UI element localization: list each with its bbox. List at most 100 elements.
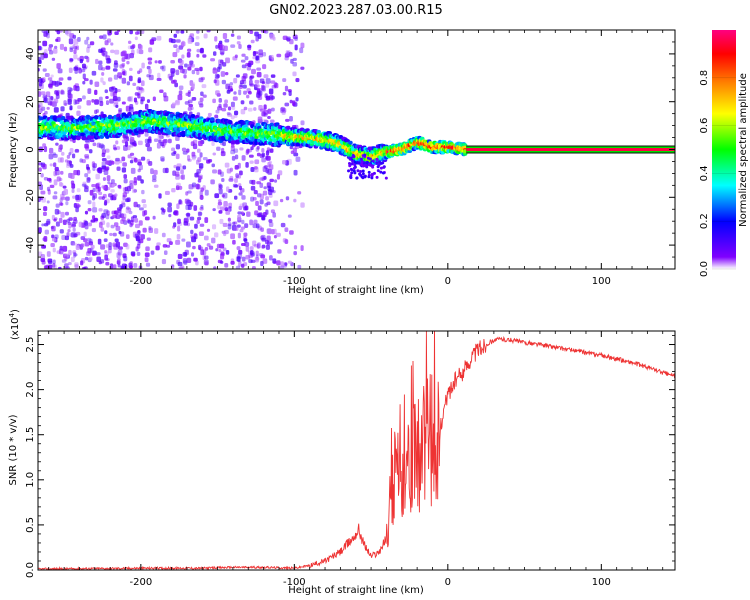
- heatmap-cell: [191, 236, 197, 243]
- heatmap-cell: [176, 234, 181, 240]
- heatmap-cell: [198, 244, 202, 250]
- heatmap-cell: [237, 232, 241, 239]
- heatmap-cell: [267, 169, 273, 175]
- heatmap-cell: [127, 96, 132, 102]
- heatmap-cell: [113, 264, 117, 269]
- heatmap-cell: [116, 146, 121, 150]
- heatmap-cell: [280, 222, 286, 228]
- heatmap-cell: [286, 37, 290, 42]
- heatmap-cell: [281, 109, 286, 115]
- heatmap-cell: [122, 162, 127, 167]
- heatmap-cell: [69, 163, 74, 168]
- heatmap-cell: [100, 227, 105, 232]
- heatmap-cell: [360, 175, 364, 179]
- heatmap-cell: [81, 159, 86, 164]
- heatmap-cell: [196, 168, 201, 174]
- heatmap-cell: [146, 65, 151, 70]
- heatmap-cell: [282, 78, 287, 82]
- heatmap-cell: [61, 151, 65, 156]
- heatmap-cell: [156, 77, 162, 82]
- heatmap-cell: [243, 106, 248, 111]
- heatmap-cell: [232, 56, 238, 61]
- heatmap-cell: [250, 39, 255, 44]
- heatmap-cell: [43, 206, 48, 212]
- heatmap-cell: [192, 184, 197, 189]
- heatmap-cell: [137, 140, 143, 146]
- heatmap-cell: [131, 49, 135, 56]
- heatmap-cell: [253, 166, 259, 173]
- heatmap-cell: [273, 179, 278, 183]
- heatmap-cell: [197, 179, 202, 183]
- heatmap-cell: [261, 237, 267, 242]
- heatmap-cell: [98, 222, 103, 228]
- heatmap-cell: [349, 176, 353, 180]
- heatmap-cell: [90, 244, 95, 249]
- heatmap-cell: [105, 214, 110, 220]
- heatmap-cell: [219, 59, 224, 64]
- heatmap-cell: [53, 48, 58, 54]
- heatmap-cell: [86, 100, 92, 106]
- heatmap-cell: [200, 91, 204, 96]
- heatmap-cell: [376, 169, 380, 173]
- heatmap-cell: [367, 170, 371, 174]
- heatmap-cell: [84, 154, 90, 158]
- heatmap-cell: [292, 71, 297, 77]
- heatmap-cell: [237, 214, 242, 221]
- heatmap-cell: [38, 106, 43, 110]
- heatmap-cell: [249, 160, 254, 164]
- heatmap-cell: [49, 163, 53, 167]
- heatmap-cell: [60, 90, 65, 95]
- heatmap-cell: [146, 74, 151, 78]
- heatmap-cell: [377, 163, 381, 167]
- heatmap-cell: [243, 90, 247, 95]
- heatmap-cell: [156, 242, 161, 246]
- heatmap-cell: [237, 211, 242, 215]
- heatmap-cell: [375, 175, 379, 179]
- heatmap-cell: [65, 201, 69, 206]
- heatmap-cell: [113, 222, 119, 227]
- heatmap-cell: [190, 37, 195, 43]
- heatmap-cell: [167, 206, 172, 213]
- heatmap-cell: [48, 178, 52, 183]
- heatmap-cell: [60, 202, 64, 206]
- heatmap-cell: [131, 44, 136, 49]
- heatmap-cell: [38, 46, 43, 51]
- heatmap-cell: [130, 216, 135, 223]
- heatmap-cell: [46, 251, 51, 257]
- heatmap-cell: [80, 260, 84, 266]
- heatmap-cell: [247, 107, 253, 112]
- heatmap-cell: [293, 198, 297, 203]
- heatmap-cell: [137, 70, 141, 75]
- heatmap-cell: [190, 252, 195, 257]
- heatmap-cell: [236, 35, 241, 40]
- heatmap-cell: [133, 189, 138, 193]
- heatmap-cell: [105, 96, 109, 100]
- heatmap-cell: [293, 169, 298, 176]
- heatmap-cell: [206, 30, 211, 33]
- heatmap-cell: [106, 187, 111, 191]
- heatmap-cell: [256, 71, 262, 78]
- heatmap-cell: [73, 38, 79, 45]
- heatmap-cell: [150, 250, 155, 255]
- heatmap-cell: [282, 160, 287, 165]
- heatmap-cell: [86, 237, 92, 242]
- heatmap-cell: [126, 81, 131, 86]
- heatmap-cell: [241, 64, 247, 69]
- heatmap-cell: [225, 186, 230, 192]
- heatmap-cell: [50, 242, 55, 248]
- heatmap-cell: [214, 114, 219, 119]
- heatmap-cell: [249, 246, 254, 251]
- heatmap-cell: [134, 31, 139, 35]
- heatmap-cell: [284, 56, 289, 61]
- heatmap-cell: [218, 248, 222, 253]
- heatmap-cell: [72, 242, 77, 246]
- heatmap-cell: [196, 219, 200, 225]
- heatmap-cells: [38, 30, 675, 269]
- heatmap-cell: [153, 138, 159, 142]
- heatmap-cell: [175, 185, 180, 191]
- heatmap-cell: [103, 238, 108, 243]
- heatmap-cell: [260, 254, 266, 259]
- heatmap-cell: [136, 48, 141, 54]
- heatmap-cell: [137, 175, 142, 181]
